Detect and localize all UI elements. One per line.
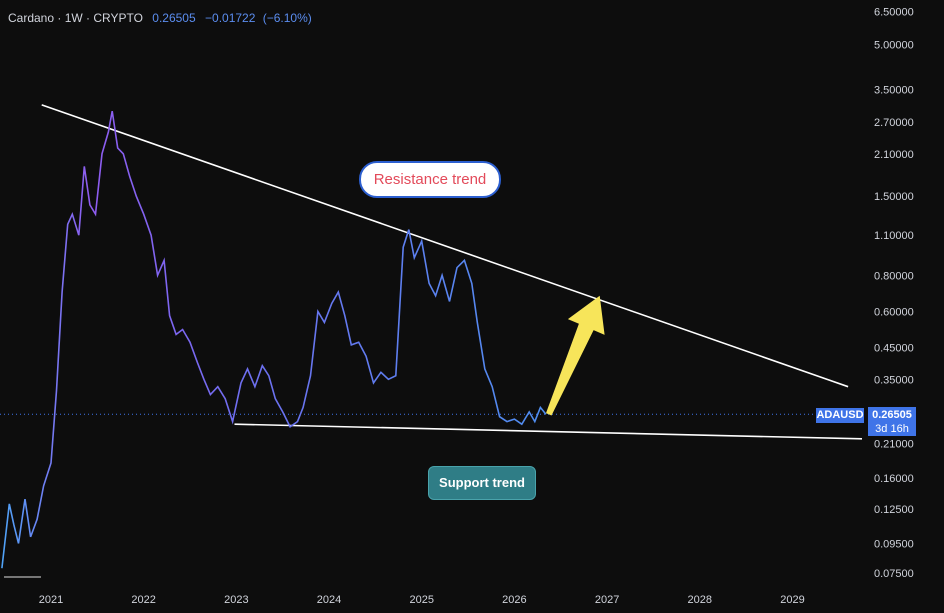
time-axis[interactable]: 2021 2022 2023 2024 2025 2026 2027 2028 2029	[39, 594, 805, 606]
price-badge-value: 0.26505	[872, 409, 912, 421]
y-tick-label: 0.35000	[874, 374, 914, 386]
price-change-percent: (−6.10%)	[262, 11, 312, 25]
countdown-label: 3d 16h	[875, 423, 909, 435]
x-tick-label: 2022	[131, 594, 155, 606]
y-tick-label: 1.50000	[874, 191, 914, 203]
resistance-trendline[interactable]	[41, 104, 849, 388]
price-badge: 0.26505 3d 16h	[868, 407, 916, 436]
y-tick-label: 0.21000	[874, 439, 914, 451]
y-tick-label: 6.50000	[874, 7, 914, 19]
y-tick-label: 0.09500	[874, 538, 914, 550]
last-price: 0.26505	[152, 11, 196, 25]
y-tick-label: 0.45000	[874, 343, 914, 355]
x-tick-label: 2029	[780, 594, 804, 606]
y-tick-label: 0.16000	[874, 473, 914, 485]
x-tick-label: 2023	[224, 594, 248, 606]
symbol-badge: ADAUSD	[816, 408, 864, 423]
support-callout: Support trend	[428, 466, 536, 500]
y-tick-label: 2.10000	[874, 149, 914, 161]
x-tick-label: 2024	[317, 594, 341, 606]
x-tick-label: 2027	[595, 594, 619, 606]
resistance-callout: Resistance trend	[359, 161, 501, 198]
price-series-line	[1, 110, 547, 569]
symbol-label[interactable]: Cardano · 1W · CRYPTO	[8, 11, 143, 25]
y-tick-label: 1.10000	[874, 230, 914, 242]
chart-header: Cardano · 1W · CRYPTO 0.26505 −0.01722 (…	[8, 11, 312, 25]
x-tick-label: 2025	[409, 594, 433, 606]
x-tick-label: 2028	[688, 594, 712, 606]
price-change: −0.01722	[205, 11, 256, 25]
price-axis[interactable]: 6.50000 5.00000 3.50000 2.70000 2.10000 1.500…	[874, 7, 914, 580]
y-tick-label: 3.50000	[874, 85, 914, 97]
x-tick-label: 2021	[39, 594, 63, 606]
y-tick-label: 2.70000	[874, 117, 914, 129]
y-tick-label: 5.00000	[874, 40, 914, 52]
y-tick-label: 0.80000	[874, 270, 914, 282]
y-tick-label: 0.60000	[874, 306, 914, 318]
y-tick-label: 0.12500	[874, 504, 914, 516]
x-tick-label: 2026	[502, 594, 526, 606]
up-arrow-icon	[546, 295, 605, 416]
support-trendline[interactable]	[234, 423, 863, 440]
y-tick-label: 0.07500	[874, 568, 914, 580]
